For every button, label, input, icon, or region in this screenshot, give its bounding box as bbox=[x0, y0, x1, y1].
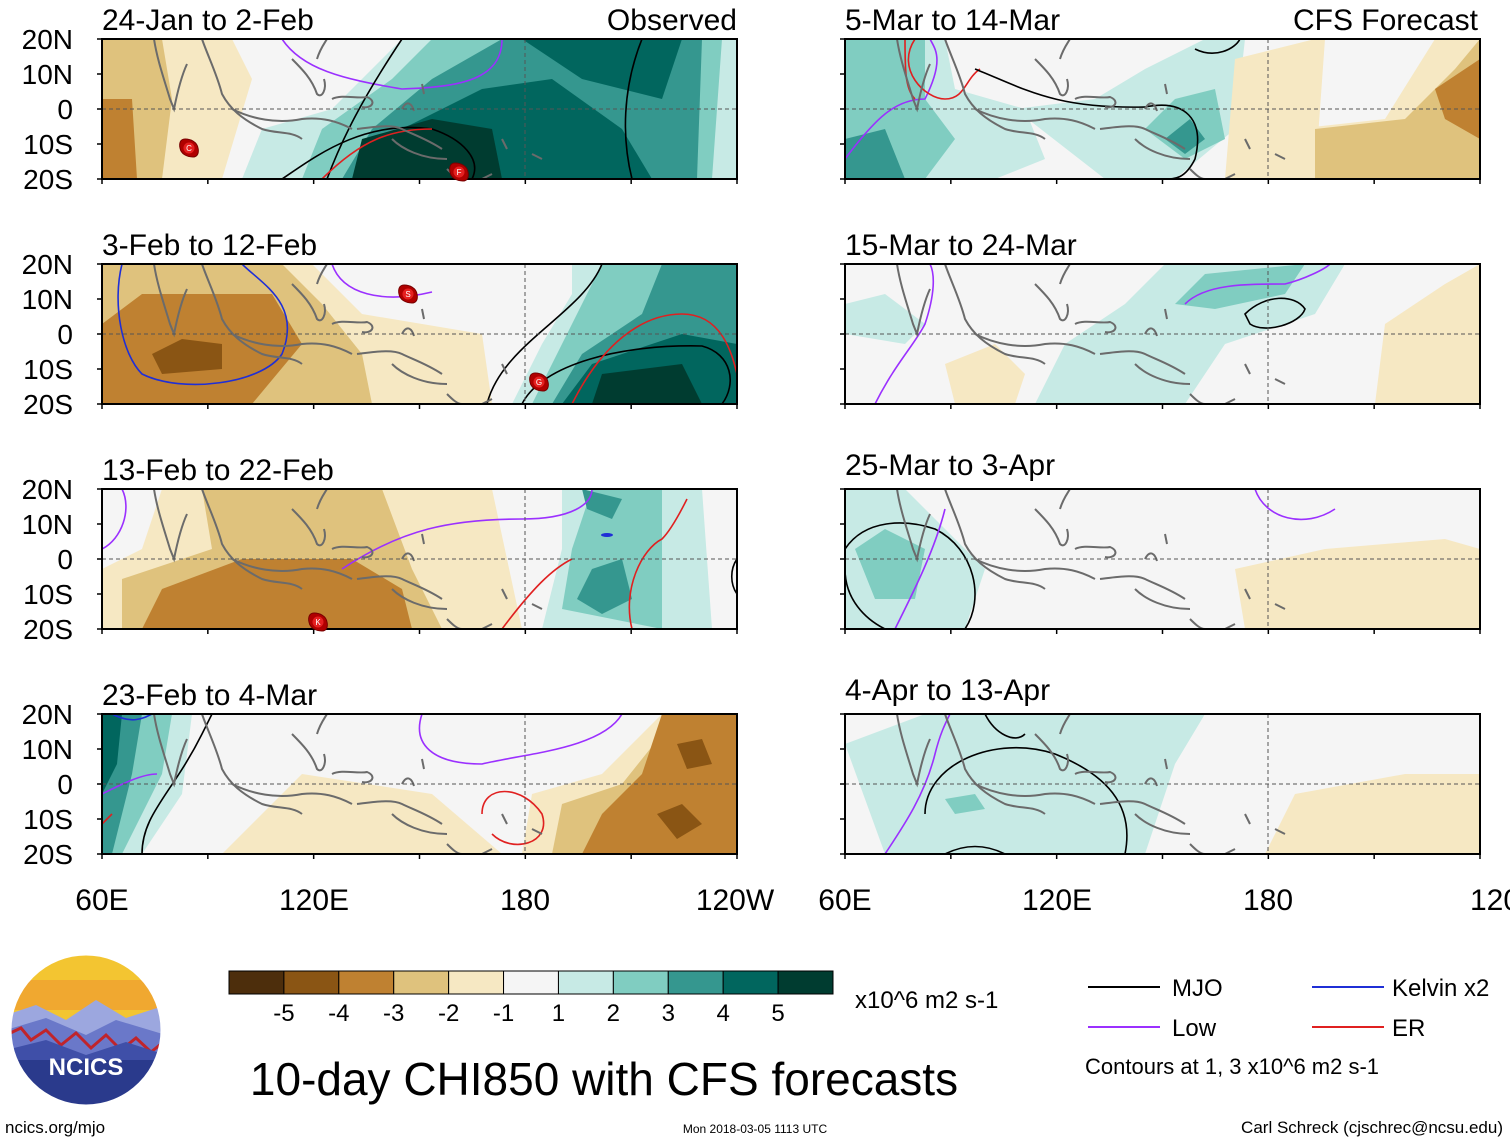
colorbar-tick-3: -3 bbox=[383, 1000, 404, 1027]
lat-label-1-3: 0 bbox=[57, 94, 73, 125]
lat-label-4-5: 20S bbox=[23, 839, 73, 870]
svg-text:S: S bbox=[405, 290, 410, 299]
footer-author: Carl Schreck (cjschrec@ncsu.edu) bbox=[1241, 1118, 1503, 1137]
colorbar-swatch-1 bbox=[228, 970, 285, 995]
legend-low-label: Low bbox=[1172, 1015, 1217, 1042]
panel-2-overlay bbox=[97, 263, 738, 409]
storm-marker-k: K bbox=[308, 612, 328, 632]
lon-label-60e-right: 60E bbox=[818, 884, 871, 917]
colorbar-tick-6: 1 bbox=[552, 1000, 565, 1027]
lat-label-1-2: 10N bbox=[22, 59, 73, 90]
colorbar-swatch-6 bbox=[503, 970, 559, 995]
footer-url: ncics.org/mjo bbox=[5, 1118, 105, 1137]
colorbar-tick-2: -4 bbox=[328, 1000, 349, 1027]
lat-label-4-3: 0 bbox=[57, 769, 73, 800]
legend-er-label: ER bbox=[1392, 1015, 1425, 1042]
colorbar-tick-8: 3 bbox=[662, 1000, 675, 1027]
storm-marker-f: F bbox=[449, 162, 469, 182]
colorbar-swatch-2 bbox=[283, 970, 340, 995]
colorbar-swatch-3 bbox=[338, 970, 395, 995]
lat-label-2-4: 10S bbox=[23, 354, 73, 385]
lon-label-120e-right: 120E bbox=[1022, 884, 1092, 917]
svg-text:NCICS: NCICS bbox=[49, 1054, 124, 1081]
lat-label-2-3: 0 bbox=[57, 319, 73, 350]
storm-marker-c: C bbox=[179, 138, 199, 158]
legend-contour-note: Contours at 1, 3 x10^6 m2 s-1 bbox=[1085, 1054, 1379, 1079]
panel-frames bbox=[97, 38, 1481, 859]
svg-text:K: K bbox=[315, 618, 321, 627]
latitude-labels: 20N 10N 0 10S 20S 20N 10N 0 10S 20S 20N 10N 0 10S 20S 2… bbox=[22, 24, 73, 870]
legend-mjo-label: MJO bbox=[1172, 975, 1223, 1002]
panel-1-period: 24-Jan to 2-Feb bbox=[102, 4, 314, 37]
colorbar-tick-10: 5 bbox=[771, 1000, 784, 1027]
lat-label-2-1: 20N bbox=[22, 249, 73, 280]
panel-8-overlay bbox=[840, 713, 1481, 859]
colorbar-swatch-11 bbox=[777, 970, 834, 995]
lat-label-1-1: 20N bbox=[22, 24, 73, 55]
svg-text:F: F bbox=[457, 168, 462, 177]
storm-marker-s: S bbox=[398, 284, 418, 304]
lat-label-2-2: 10N bbox=[22, 284, 73, 315]
lat-label-3-2: 10N bbox=[22, 509, 73, 540]
lon-label-120e-left: 120E bbox=[279, 884, 349, 917]
colorbar-swatch-7 bbox=[557, 970, 614, 995]
storm-marker-g: G bbox=[529, 372, 549, 392]
lon-label-120w-left: 120W bbox=[696, 884, 775, 917]
colorbar-units: x10^6 m2 s-1 bbox=[855, 987, 998, 1014]
colorbar-tick-9: 4 bbox=[717, 1000, 730, 1027]
colorbar-swatch-9 bbox=[667, 970, 724, 995]
lat-label-3-4: 10S bbox=[23, 579, 73, 610]
colorbar-tick-1: -5 bbox=[273, 1000, 294, 1027]
lon-label-120w-right: 120W bbox=[1470, 884, 1510, 917]
lon-label-180-right: 180 bbox=[1243, 884, 1293, 917]
footer-timestamp: Mon 2018-03-05 1113 UTC bbox=[683, 1122, 828, 1136]
colorbar-swatch-4 bbox=[393, 970, 450, 995]
panel-1-overlay bbox=[97, 38, 738, 184]
colorbar-tick-7: 2 bbox=[607, 1000, 620, 1027]
colorbar: -5 -4 -3 -2 -1 1 2 3 4 5 bbox=[228, 970, 834, 1027]
panel-5-period: 5-Mar to 14-Mar bbox=[845, 4, 1060, 37]
panel-6-period: 15-Mar to 24-Mar bbox=[845, 229, 1077, 262]
colorbar-tick-5: -1 bbox=[493, 1000, 514, 1027]
panel-5-overlay bbox=[840, 38, 1481, 184]
colorbar-swatch-8 bbox=[612, 970, 669, 995]
panel-3-period: 13-Feb to 22-Feb bbox=[102, 454, 334, 487]
lon-label-60e-left: 60E bbox=[75, 884, 128, 917]
lat-label-4-2: 10N bbox=[22, 734, 73, 765]
lat-label-4-1: 20N bbox=[22, 699, 73, 730]
lat-label-3-1: 20N bbox=[22, 474, 73, 505]
ncics-logo: NCICS bbox=[10, 954, 162, 1106]
lon-label-180-left: 180 bbox=[500, 884, 550, 917]
panel-4-period: 23-Feb to 4-Mar bbox=[102, 679, 317, 712]
svg-text:G: G bbox=[536, 378, 542, 387]
lat-label-1-5: 20S bbox=[23, 164, 73, 195]
panel-6-overlay bbox=[840, 263, 1481, 409]
lat-label-3-5: 20S bbox=[23, 614, 73, 645]
lat-label-1-4: 10S bbox=[23, 129, 73, 160]
panel-8-period: 4-Apr to 13-Apr bbox=[845, 674, 1050, 707]
lat-label-4-4: 10S bbox=[23, 804, 73, 835]
panel-4-overlay bbox=[97, 713, 738, 859]
legend: MJO Kelvin x2 Low ER Contours at 1, 3 x1… bbox=[1085, 975, 1489, 1079]
main-title: 10-day CHI850 with CFS forecasts bbox=[250, 1053, 958, 1105]
panel-7-period: 25-Mar to 3-Apr bbox=[845, 449, 1055, 482]
observed-label: Observed bbox=[607, 4, 737, 37]
cfs-forecast-label: CFS Forecast bbox=[1293, 4, 1479, 37]
lat-label-2-5: 20S bbox=[23, 389, 73, 420]
colorbar-tick-4: -2 bbox=[438, 1000, 459, 1027]
svg-text:C: C bbox=[186, 144, 192, 153]
lat-label-3-3: 0 bbox=[57, 544, 73, 575]
colorbar-swatch-10 bbox=[722, 970, 779, 995]
panel-7-overlay bbox=[840, 488, 1481, 634]
colorbar-swatch-5 bbox=[448, 970, 505, 995]
panel-3-overlay bbox=[97, 488, 738, 634]
panel-2-period: 3-Feb to 12-Feb bbox=[102, 229, 317, 262]
legend-kelvin-label: Kelvin x2 bbox=[1392, 975, 1489, 1002]
